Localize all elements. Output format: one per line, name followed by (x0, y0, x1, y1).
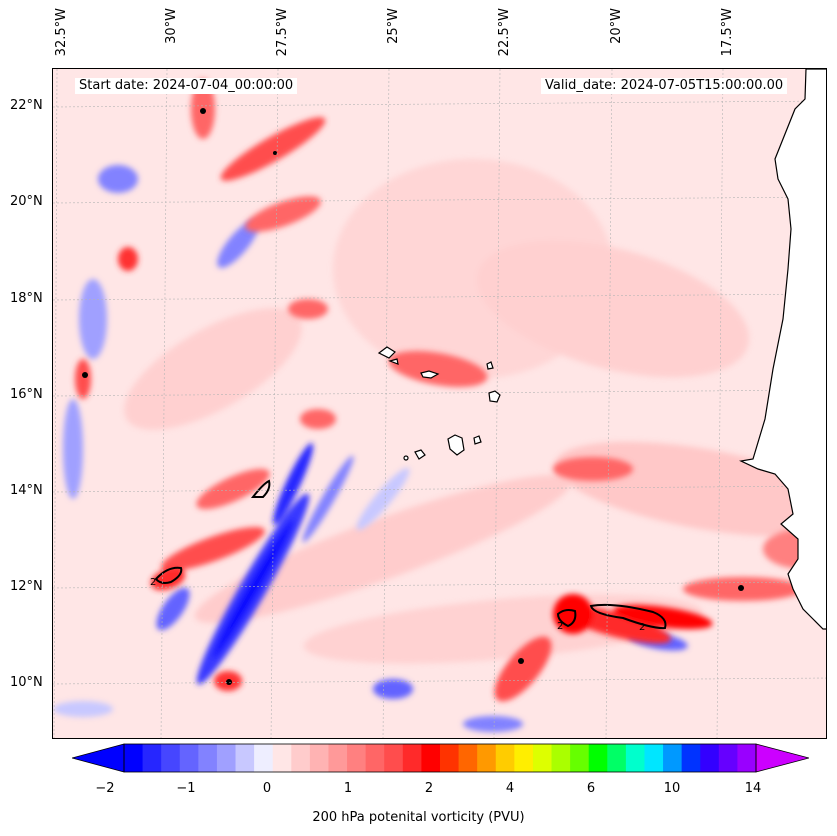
cape-verde-islands (377, 346, 501, 461)
colorbar-over-triangle (755, 743, 809, 773)
colorbar-cell (644, 744, 664, 772)
colorbar (72, 743, 809, 773)
lat-label-20n: 20°N (10, 194, 43, 209)
colorbar-cell (254, 744, 274, 772)
colorbar-cell (700, 744, 720, 772)
colorbar-cell (588, 744, 608, 772)
colorbar-cell (161, 744, 181, 772)
colorbar-tick-label: 0 (262, 781, 272, 796)
start-date-label: Start date: 2024-07-04_00:00:00 (75, 78, 298, 94)
colorbar-cell (551, 744, 571, 772)
colorbar-tick-label: 4 (505, 781, 515, 796)
colorbar-cell (235, 744, 255, 772)
lon-label-25w: 25°W (386, 8, 401, 44)
colorbar-cell (309, 744, 329, 772)
colorbar-cell (663, 744, 683, 772)
colorbar-tick-label: −1 (176, 781, 196, 796)
colorbar-tick-label: −2 (95, 781, 115, 796)
colorbar-cell (570, 744, 590, 772)
lat-label-10n: 10°N (10, 675, 43, 690)
colorbar-tick-label: 1 (343, 781, 353, 796)
lon-label-20w: 20°W (609, 8, 624, 44)
colorbar-cell (328, 744, 348, 772)
colorbar-under-triangle (72, 743, 125, 773)
colorbar-cell (681, 744, 701, 772)
contour-2pvu-northwest (250, 479, 271, 498)
colorbar-frame (123, 743, 757, 773)
lat-label-12n: 12°N (10, 579, 43, 594)
contour-label-east-2: 2 (639, 622, 645, 633)
colorbar-cell (347, 744, 367, 772)
colorbar-cell (532, 744, 553, 772)
colorbar-cell (495, 744, 515, 772)
colorbar-tick-label: 2 (424, 781, 434, 796)
valid-date-label: Valid_date: 2024-07-05T15:00:00.00 (541, 78, 788, 94)
colorbar-cell (607, 744, 627, 772)
lat-label-16n: 16°N (10, 387, 43, 402)
lat-label-18n: 18°N (10, 291, 43, 306)
negative-pv-features (53, 165, 688, 732)
colorbar-cell (421, 744, 441, 772)
colorbar-cell (477, 744, 497, 772)
colorbar-cell (384, 744, 404, 772)
colorbar-cell (179, 744, 199, 772)
contour-label-east-1: 2 (557, 621, 563, 632)
colorbar-tick-label: 6 (586, 781, 596, 796)
lon-label-22.5w: 22.5°W (497, 8, 512, 57)
gridlines (53, 69, 826, 738)
colorbar-cell (291, 744, 311, 772)
colorbar-tick-label: 14 (744, 781, 762, 796)
colorbar-cell (458, 744, 478, 772)
lon-label-17.5w: 17.5°W (720, 8, 735, 57)
colorbar-cell (440, 744, 460, 772)
colorbar-cell (625, 744, 645, 772)
africa-land (739, 69, 826, 630)
colorbar-cell (514, 744, 534, 772)
lon-label-32.5w: 32.5°W (54, 8, 69, 57)
colorbar-cell (365, 744, 385, 772)
colorbar-cell (124, 744, 144, 772)
pv-map: 2 2 2 (52, 68, 827, 739)
colorbar-cell (142, 744, 162, 772)
contour-label-west: 2 (150, 577, 156, 588)
lon-label-27.5w: 27.5°W (275, 8, 290, 57)
colorbar-cell (737, 744, 757, 772)
pv-cores (82, 108, 744, 685)
lat-label-14n: 14°N (10, 483, 43, 498)
colorbar-cell (198, 744, 218, 772)
contour-2pvu-east-1 (556, 609, 577, 628)
colorbar-tick-label: 10 (663, 781, 681, 796)
colorbar-title: 200 hPa potenital vorticity (PVU) (312, 810, 525, 825)
colorbar-cell (718, 744, 738, 772)
lon-label-30w: 30°W (164, 8, 179, 44)
colorbar-cell (402, 744, 422, 772)
lat-label-22n: 22°N (10, 98, 43, 113)
colorbar-cell (216, 744, 237, 772)
pv-field: 2 2 2 (53, 69, 826, 738)
contour-2pvu-east-2 (589, 603, 667, 630)
colorbar-cell (272, 744, 292, 772)
